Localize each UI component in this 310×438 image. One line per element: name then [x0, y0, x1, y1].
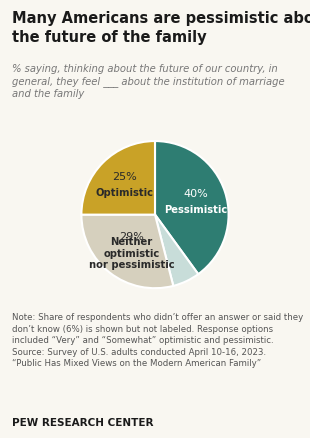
Text: Neither
optimistic
nor pessimistic: Neither optimistic nor pessimistic — [89, 237, 174, 270]
Text: 29%: 29% — [119, 233, 144, 243]
Wedge shape — [155, 141, 228, 274]
Wedge shape — [155, 215, 198, 286]
Text: % saying, thinking about the future of our country, in
general, they feel ___ ab: % saying, thinking about the future of o… — [12, 64, 285, 99]
Text: Many Americans are pessimistic about
the future of the family: Many Americans are pessimistic about the… — [12, 11, 310, 45]
Text: PEW RESEARCH CENTER: PEW RESEARCH CENTER — [12, 418, 154, 428]
Wedge shape — [82, 141, 155, 215]
Text: 40%: 40% — [183, 189, 208, 199]
Text: Pessimistic: Pessimistic — [164, 205, 227, 215]
Text: 25%: 25% — [113, 172, 137, 182]
Wedge shape — [82, 215, 173, 288]
Text: Optimistic: Optimistic — [96, 188, 154, 198]
Text: Note: Share of respondents who didn’t offer an answer or said they
don’t know (6: Note: Share of respondents who didn’t of… — [12, 313, 304, 368]
